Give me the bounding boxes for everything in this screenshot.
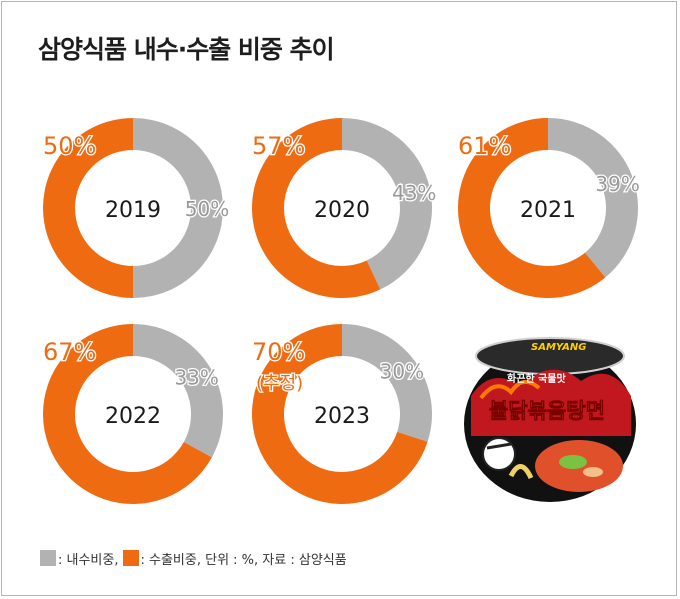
chicken-piece [583, 467, 603, 477]
chart-title: 삼양식품 내수·수출 비중 추이 [38, 35, 335, 64]
noodle-strand [508, 464, 534, 480]
export-label-2022: 67% [43, 338, 96, 366]
export-label-2019: 50% [43, 132, 96, 160]
donut-2022: 2022 67% 33% [42, 324, 223, 505]
domestic-label-2021: 39% [595, 172, 639, 196]
slice-domestic-2021 [548, 118, 638, 278]
slice-export-2020 [252, 118, 381, 298]
slice-domestic-2020 [342, 118, 432, 290]
year-label-2021: 2021 [520, 198, 576, 223]
legend-swatch-domestic [40, 550, 56, 566]
donut-2021: 2021 61% 39% [457, 118, 641, 298]
slice-export-2019 [43, 118, 133, 298]
export-label-2021: 61% [458, 132, 511, 160]
bowl-illustration: SAMYANG 화끈한 국물맛 불닭볶음탕면 [464, 337, 636, 502]
mascot-brow [486, 442, 512, 450]
slice-domestic-2023 [342, 324, 432, 442]
note-label-2023: (추정) [256, 373, 303, 394]
export-label-2020: 57% [252, 132, 305, 160]
donut-2023: 2023 70% (추정) 30% [251, 324, 432, 504]
legend-swatch-export [122, 550, 139, 566]
year-label-2019: 2019 [105, 198, 161, 223]
domestic-label-2022: 33% [174, 365, 218, 389]
legend: : 내수비중, : 수출비중, 단위 : %, 자료 : 삼양식품 [40, 548, 351, 568]
legend-label-export: : 수출비중, 단위 : %, 자료 : 삼양식품 [140, 552, 347, 568]
year-label-2022: 2022 [105, 404, 161, 429]
flame-band [471, 369, 631, 436]
slice-domestic-2022 [133, 324, 223, 458]
slice-export-2021 [458, 118, 606, 298]
slice-domestic-2019 [133, 118, 223, 298]
domestic-label-2020: 43% [392, 181, 436, 205]
export-label-2023: 70% [252, 338, 305, 366]
year-label-2023: 2023 [314, 404, 370, 429]
product-image: SAMYANG 화끈한 국물맛 불닭볶음탕면 [461, 326, 639, 504]
legend-label-domestic: : 내수비중, [58, 552, 119, 568]
brand-logo: SAMYANG [531, 342, 587, 353]
year-label-2020: 2020 [314, 198, 370, 223]
garnish [559, 455, 587, 469]
product-tagline: 화끈한 국물맛 [507, 372, 566, 385]
domestic-label-2019: 50% [185, 197, 229, 221]
slice-export-2023 [252, 324, 428, 504]
domestic-label-2023: 30% [380, 360, 424, 384]
slice-export-2022 [43, 324, 212, 505]
donut-2019: 2019 50% 50% [42, 118, 230, 298]
flame-lick [479, 380, 541, 400]
product-name: 불닭볶음탕면 [489, 399, 605, 423]
donut-2020: 2020 57% 43% [251, 118, 438, 298]
